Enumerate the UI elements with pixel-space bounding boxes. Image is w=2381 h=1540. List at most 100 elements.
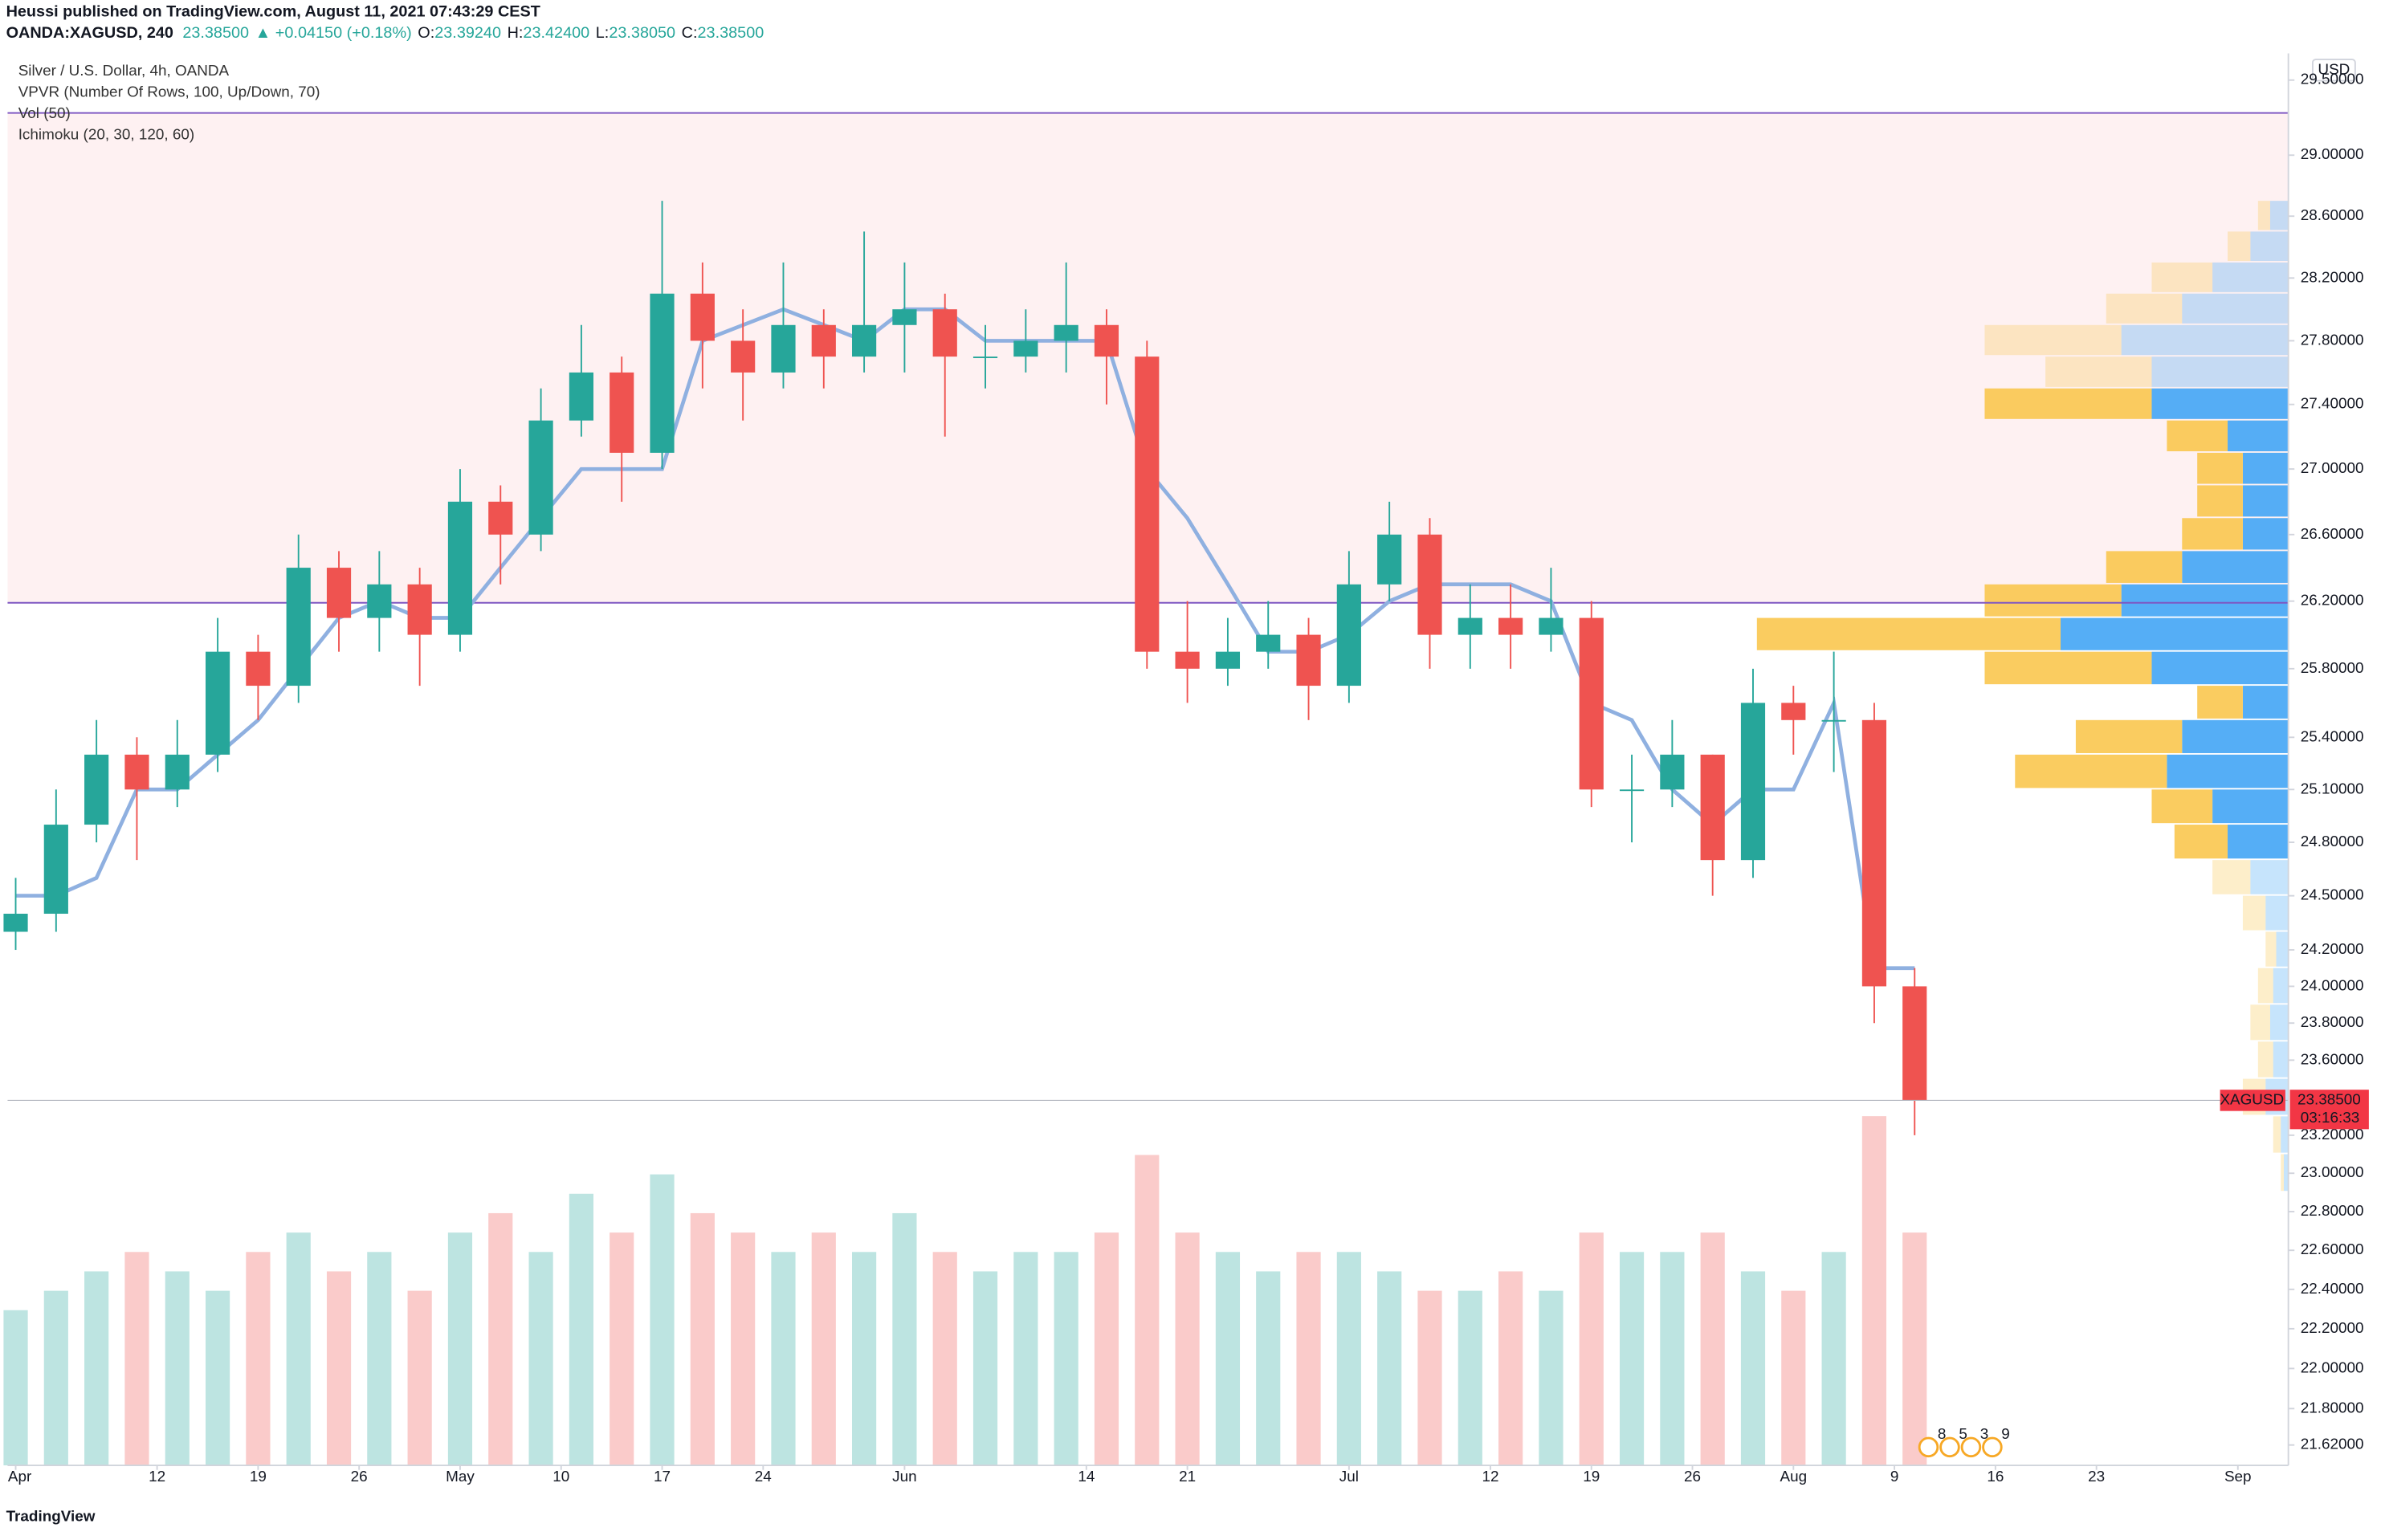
candle-body <box>1377 534 1402 585</box>
vpvr-down <box>2106 293 2183 324</box>
candle-body <box>84 754 109 825</box>
vpvr-down <box>2151 789 2213 824</box>
y-tick-label: 26.60000 <box>2301 526 2364 543</box>
volume-bar <box>1539 1290 1564 1466</box>
vpvr-up <box>2061 617 2289 650</box>
candle-body <box>3 914 28 932</box>
vpvr-down <box>2167 420 2228 452</box>
volume-bar <box>246 1252 271 1466</box>
vpvr-down <box>2182 518 2243 550</box>
ohlc-value: 23.39240 <box>434 24 501 42</box>
volume-bar <box>1336 1252 1361 1466</box>
volume-bar <box>165 1271 190 1466</box>
x-tick-label: 12 <box>1482 1469 1498 1485</box>
vpvr-down <box>2257 201 2270 230</box>
candle-body <box>1861 719 1887 987</box>
candle-body <box>1135 356 1160 652</box>
volume-bar <box>852 1252 877 1466</box>
vpvr-up <box>2242 518 2289 550</box>
candle-body <box>1781 703 1806 720</box>
volume-bar <box>1296 1252 1321 1466</box>
y-tick-label: 25.10000 <box>2301 780 2364 797</box>
candle-body <box>1296 634 1321 686</box>
x-tick-label: 26 <box>351 1469 368 1485</box>
vpvr-up <box>2121 324 2289 356</box>
vpvr-down <box>2045 356 2152 387</box>
y-tick-label: 21.62000 <box>2301 1436 2364 1453</box>
candle-body <box>650 293 675 453</box>
x-tick-label: 19 <box>1583 1469 1600 1485</box>
volume-bar <box>1781 1290 1806 1466</box>
price-tag <box>2289 1090 2369 1130</box>
x-tick-label: 10 <box>552 1469 569 1485</box>
vpvr-down <box>2250 1004 2270 1041</box>
y-tick-label: 28.60000 <box>2301 207 2364 224</box>
volume-bar <box>1417 1290 1442 1466</box>
vpvr-up <box>2283 1154 2289 1192</box>
y-tick-label: 22.60000 <box>2301 1241 2364 1258</box>
candle-body <box>811 324 836 357</box>
volume-bar <box>1700 1232 1725 1466</box>
volume-bar <box>1377 1271 1402 1466</box>
candle-body <box>1821 719 1846 722</box>
y-tick-label: 24.50000 <box>2301 887 2364 904</box>
volume-bar <box>286 1232 311 1466</box>
volume-bar <box>1054 1252 1078 1466</box>
symbol-tag <box>2220 1090 2285 1111</box>
volume-bar <box>650 1174 675 1466</box>
vpvr-down <box>2257 968 2273 1004</box>
vpvr-down <box>2281 1154 2284 1192</box>
volume-bar <box>1579 1232 1604 1466</box>
event-count: 3 <box>1980 1426 1989 1443</box>
candle-body <box>1336 584 1361 686</box>
candle-body <box>528 420 553 535</box>
vpvr-up <box>2273 968 2289 1004</box>
candle-body <box>731 340 756 373</box>
legend-indicator: Ichimoku (20, 30, 120, 60) <box>18 127 194 144</box>
x-tick-label: 12 <box>149 1469 165 1485</box>
vpvr-down <box>2242 895 2266 931</box>
vpvr-up <box>2182 293 2289 324</box>
vpvr-up <box>2265 895 2289 931</box>
price: 23.38500 <box>182 24 249 42</box>
vpvr-up <box>2212 262 2289 292</box>
candle-body <box>1458 617 1482 635</box>
event-icon <box>1939 1436 1960 1458</box>
x-tick-label: 23 <box>2088 1469 2105 1485</box>
candle-body <box>1215 651 1241 669</box>
vpvr-down <box>2273 1116 2281 1153</box>
vpvr-up <box>2276 931 2289 967</box>
x-tick-label: 14 <box>1078 1469 1095 1485</box>
volume-bar <box>43 1290 68 1466</box>
vpvr-up <box>2242 452 2289 484</box>
vpvr-down <box>2075 719 2183 753</box>
x-tick-label: Sep <box>2224 1469 2252 1485</box>
currency-box <box>2311 59 2356 82</box>
y-tick-label: 29.00000 <box>2301 146 2364 163</box>
volume-bar <box>1740 1271 1766 1466</box>
vpvr-down <box>1756 617 2061 650</box>
volume-bar <box>447 1232 473 1466</box>
volume-bar <box>771 1252 796 1466</box>
vpvr-up <box>2167 754 2289 788</box>
y-tick-label: 25.40000 <box>2301 728 2364 745</box>
vpvr-down <box>2106 551 2183 583</box>
vpvr-up <box>2269 201 2289 230</box>
candle-body <box>569 372 594 421</box>
volume-bar <box>1013 1252 1038 1466</box>
vpvr-down <box>2197 485 2243 517</box>
volume-bar <box>84 1271 109 1466</box>
y-tick-label: 22.00000 <box>2301 1359 2364 1376</box>
vpvr-down <box>2228 231 2251 262</box>
volume-bar <box>610 1232 634 1466</box>
volume-bar <box>1660 1252 1685 1466</box>
vpvr-down <box>2151 262 2213 292</box>
volume-bar <box>1256 1271 1281 1466</box>
volume-bar <box>972 1271 998 1466</box>
published: Heussi published on TradingView.com, Aug… <box>6 3 540 21</box>
volume-bar <box>932 1252 957 1466</box>
vpvr-up <box>2273 1041 2289 1078</box>
symbol-tag-text: XAGUSD <box>2220 1091 2284 1108</box>
y-tick-label: 24.20000 <box>2301 941 2364 958</box>
vpvr-up <box>2250 231 2289 262</box>
